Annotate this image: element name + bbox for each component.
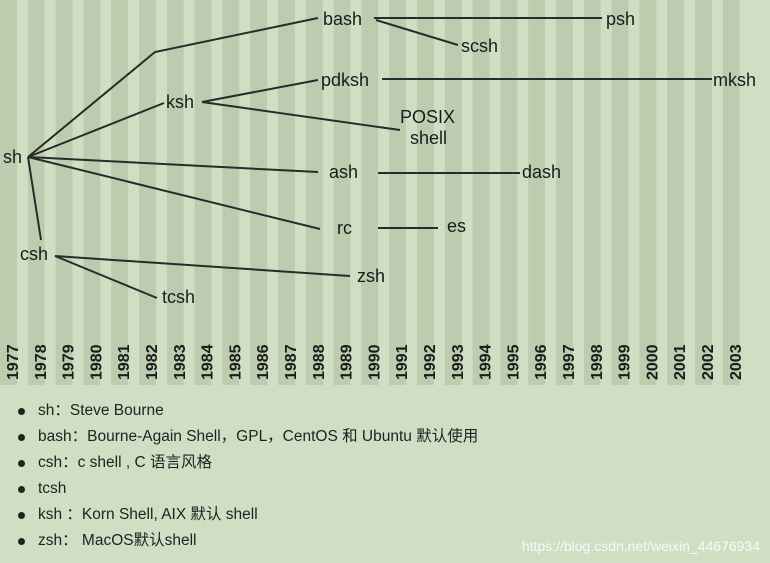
year-stripe-2003 — [722, 0, 740, 385]
shell-family-tree: sh bash psh scsh ksh pdksh mksh POSIX sh… — [0, 0, 756, 385]
note-item-tcsh: tcsh — [16, 476, 478, 502]
year-label-1993: 1993 — [450, 344, 467, 380]
year-label-1980: 1980 — [88, 344, 105, 380]
node-rc: rc — [337, 218, 352, 238]
edge-csh-tcsh — [54, 255, 158, 299]
node-dash: dash — [522, 162, 561, 182]
year-label-1997: 1997 — [561, 344, 578, 380]
year-stripe-1990 — [361, 0, 379, 385]
year-label-1977: 1977 — [5, 344, 22, 380]
year-label-2000: 2000 — [644, 344, 661, 380]
year-stripe-1987 — [278, 0, 295, 385]
year-label-1994: 1994 — [478, 344, 495, 380]
note-item-sh: sh：Steve Bourne — [16, 398, 478, 424]
year-label-2001: 2001 — [672, 344, 689, 380]
year-stripe-1988 — [305, 0, 323, 385]
node-ksh: ksh — [166, 92, 194, 112]
year-stripe-1980 — [83, 0, 101, 385]
year-stripe-1985 — [222, 0, 240, 385]
edge-bash-scsh — [375, 19, 459, 46]
node-pdksh: pdksh — [321, 70, 369, 90]
year-stripe-1989 — [333, 0, 351, 385]
year-label-1986: 1986 — [255, 344, 272, 380]
note-item-zsh: zsh： MacOS默认shell — [16, 528, 478, 554]
shell-notes-list: sh：Steve Bourne bash：Bourne-Again Shell，… — [16, 398, 478, 554]
year-stripes — [0, 0, 740, 385]
year-label-1987: 1987 — [283, 344, 300, 380]
year-axis: 1977 1978 1979 1980 1981 1982 1983 1984 1985 1986… — [5, 344, 745, 380]
year-stripe-1984 — [194, 0, 212, 385]
year-label-1999: 1999 — [617, 344, 634, 380]
year-label-1990: 1990 — [366, 344, 383, 380]
year-stripe-1979 — [55, 0, 73, 385]
year-label-1978: 1978 — [33, 344, 50, 380]
node-posix: POSIX — [400, 107, 455, 127]
year-stripe-2000 — [639, 0, 657, 385]
year-stripe-2002 — [695, 0, 712, 385]
node-es: es — [447, 216, 466, 236]
year-stripe-1991 — [389, 0, 407, 385]
year-stripe-1981 — [111, 0, 129, 385]
year-stripe-1993 — [444, 0, 462, 385]
year-stripe-2001 — [667, 0, 685, 385]
node-psh: psh — [606, 9, 635, 29]
node-ash: ash — [329, 162, 358, 182]
node-mksh: mksh — [713, 70, 756, 90]
node-tcsh: tcsh — [162, 287, 195, 307]
year-stripe-1992 — [417, 0, 434, 385]
edge-csh-zsh — [54, 255, 351, 277]
node-bash: bash — [323, 9, 362, 29]
year-stripe-1995 — [500, 0, 518, 385]
year-stripe-1994 — [472, 0, 490, 385]
year-label-1982: 1982 — [144, 344, 161, 380]
note-item-csh: csh：c shell , C 语言风格 — [16, 450, 478, 476]
node-sh: sh — [3, 147, 22, 167]
tree-edges — [27, 17, 712, 299]
edge-ksh-pdksh — [201, 79, 319, 103]
year-label-1981: 1981 — [116, 344, 133, 380]
edge-sh-ash — [27, 156, 319, 173]
watermark: https://blog.csdn.net/weixin_44676934 — [521, 538, 760, 554]
year-label-1988: 1988 — [311, 344, 328, 380]
edge-ksh-posix — [201, 101, 401, 131]
edge-sh-bash — [27, 17, 319, 158]
note-item-bash: bash：Bourne-Again Shell，GPL，CentOS 和 Ubu… — [16, 424, 478, 450]
year-stripe-1977 — [0, 0, 17, 385]
year-label-1985: 1985 — [227, 344, 244, 380]
note-item-ksh: ksh ：Korn Shell, AIX 默认 shell — [16, 502, 478, 528]
edge-sh-csh — [27, 156, 42, 241]
year-label-2003: 2003 — [728, 344, 745, 380]
year-label-1984: 1984 — [200, 344, 217, 380]
year-stripe-1999 — [611, 0, 629, 385]
tree-nodes: sh bash psh scsh ksh pdksh mksh POSIX sh… — [3, 9, 756, 307]
year-label-1998: 1998 — [589, 344, 606, 380]
year-label-1996: 1996 — [533, 344, 550, 380]
node-posix-shell: shell — [410, 128, 447, 148]
year-stripe-1986 — [250, 0, 268, 385]
year-label-2002: 2002 — [700, 344, 717, 380]
node-csh: csh — [20, 244, 48, 264]
year-stripe-1998 — [583, 0, 601, 385]
edge-sh-rc — [27, 156, 321, 230]
node-zsh: zsh — [357, 266, 385, 286]
year-label-1991: 1991 — [394, 344, 411, 380]
year-label-1989: 1989 — [339, 344, 356, 380]
year-stripe-1978 — [27, 0, 45, 385]
year-stripe-1997 — [556, 0, 573, 385]
year-label-1983: 1983 — [172, 344, 189, 380]
node-scsh: scsh — [461, 36, 498, 56]
year-label-1979: 1979 — [61, 344, 78, 380]
year-label-1995: 1995 — [505, 344, 522, 380]
year-stripe-1996 — [528, 0, 546, 385]
year-label-1992: 1992 — [422, 344, 439, 380]
year-stripe-1982 — [139, 0, 156, 385]
edge-sh-ksh — [27, 102, 165, 158]
